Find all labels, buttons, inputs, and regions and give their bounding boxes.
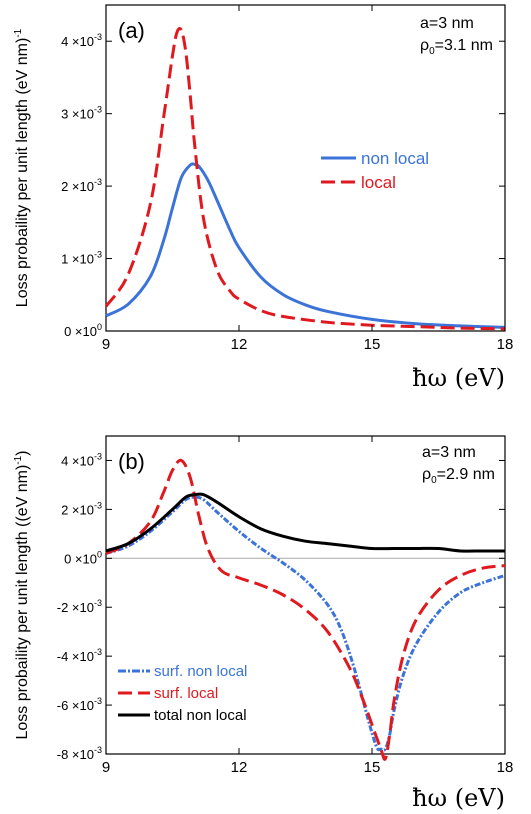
- xlabel-b: ħω (eV): [412, 784, 505, 812]
- x-tick-label: 15: [364, 336, 381, 353]
- y-tick-label: 2 ×10-3: [61, 500, 102, 517]
- y-tick-label: 4 ×10-3: [61, 32, 102, 49]
- y-tick-label: 1 ×10-3: [61, 250, 102, 267]
- y-tick-label: -8 ×10-3: [57, 745, 102, 762]
- plot-area-b: [105, 435, 506, 755]
- series-line-total-non-local: [105, 492, 505, 553]
- panel-label-b: (b): [118, 449, 145, 474]
- legend-a: non local local: [321, 149, 429, 192]
- legend-label-total-nonlocal: total non local: [154, 707, 247, 724]
- panel-b: 9 12 15 18 4 ×10-3 2 ×10-3 0 ×100 -2 ×10-3 -4 ×…: [13, 435, 514, 812]
- series-line-local: [104, 27, 506, 331]
- x-tick-label: 12: [231, 759, 248, 776]
- annotation-a-size: a=3 nm: [420, 15, 474, 32]
- annotation-b-size: a=3 nm: [422, 444, 476, 461]
- panel-label-a: (a): [118, 18, 145, 43]
- series-line-surf-local: [105, 458, 506, 761]
- y-tick-label: 0 ×100: [64, 549, 102, 566]
- legend-label-surf-nonlocal: surf. non local: [154, 663, 247, 680]
- series-line-surf-non-local: [105, 495, 506, 752]
- y-tick-label: 0 ×100: [64, 322, 102, 339]
- panel-a: 9 12 15 18 0 ×100 1 ×10-3 2 ×10-3 3 ×10-3 4 ×10…: [13, 4, 514, 392]
- y-tick-label: -4 ×10-3: [57, 647, 102, 664]
- y-tick-label: 4 ×10-3: [61, 451, 102, 468]
- y-tick-label: 3 ×10-3: [61, 105, 102, 122]
- legend-b: surf. non local surf. local total non lo…: [118, 663, 247, 724]
- ylabel-a: Loss probaility per unit length (eV nm)-…: [13, 28, 31, 307]
- x-tick-label: 15: [364, 759, 381, 776]
- y-tick-label: -6 ×10-3: [57, 696, 102, 713]
- y-tick-label: -2 ×10-3: [57, 598, 102, 615]
- xlabel-a: ħω (eV): [412, 364, 505, 392]
- x-tick-label: 18: [497, 336, 514, 353]
- series-line-non-local: [105, 162, 506, 329]
- legend-label-surf-local: surf. local: [154, 685, 218, 702]
- x-tick-label: 18: [497, 759, 514, 776]
- x-tick-label: 9: [102, 336, 110, 353]
- x-tick-label: 12: [231, 336, 248, 353]
- x-tick-label: 9: [102, 759, 110, 776]
- annotation-a-rho: ρ0=3.1 nm: [420, 37, 493, 57]
- ylabel-b: Loss probaility per unit length ((eV nm)…: [13, 450, 31, 739]
- plot-area-a: [105, 4, 506, 332]
- annotation-b-rho: ρ0=2.9 nm: [422, 466, 495, 486]
- y-tick-label: 2 ×10-3: [61, 177, 102, 194]
- legend-label-nonlocal: non local: [361, 149, 429, 168]
- legend-label-local: local: [361, 173, 396, 192]
